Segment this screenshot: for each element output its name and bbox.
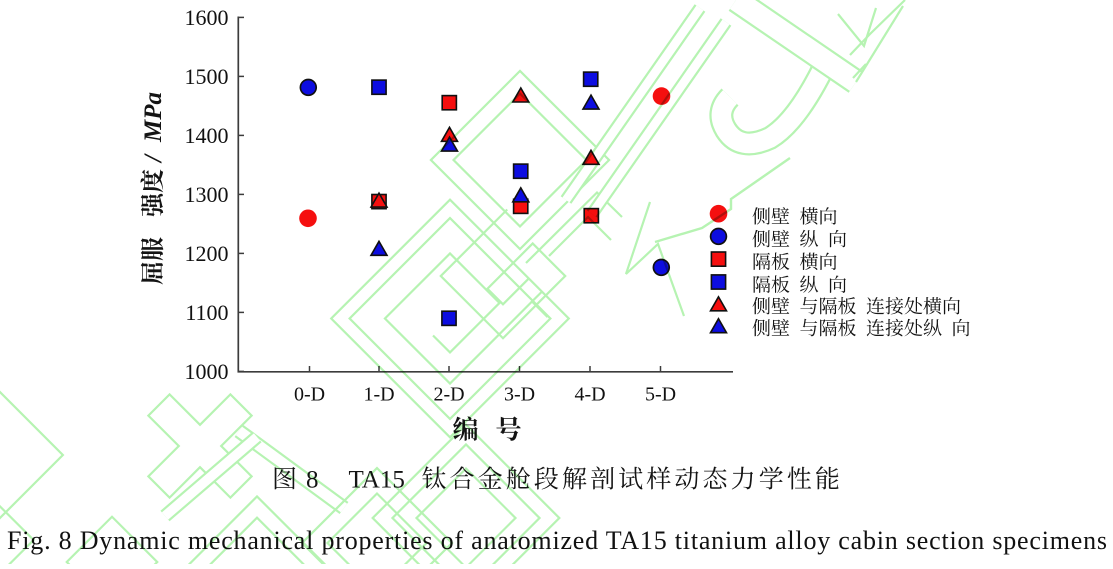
svg-text:1-D: 1-D [363, 384, 394, 406]
svg-text:2-D: 2-D [433, 384, 464, 406]
svg-text:3-D: 3-D [504, 384, 535, 406]
svg-text:1300: 1300 [185, 182, 229, 207]
svg-text:1200: 1200 [185, 241, 229, 266]
svg-text:1100: 1100 [185, 300, 228, 325]
svg-text:4-D: 4-D [574, 384, 605, 406]
svg-text:1600: 1600 [185, 5, 229, 30]
svg-text:0-D: 0-D [294, 384, 325, 406]
svg-text:1400: 1400 [185, 123, 229, 148]
svg-text:Fig. 8 Dynamic mechanical prop: Fig. 8 Dynamic mechanical properties of … [7, 526, 1107, 555]
svg-text:/: / [140, 153, 167, 164]
svg-text:1500: 1500 [185, 64, 229, 89]
svg-text:TA15: TA15 [349, 467, 405, 494]
svg-text:5-D: 5-D [645, 384, 676, 406]
svg-text:MPa: MPa [140, 92, 167, 143]
svg-text:1000: 1000 [185, 359, 229, 384]
